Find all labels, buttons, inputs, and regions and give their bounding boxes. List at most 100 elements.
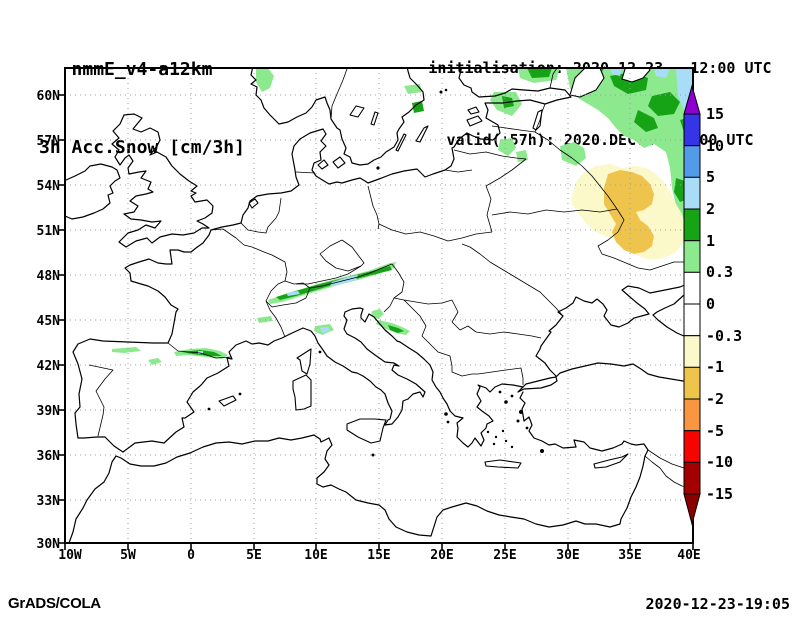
island-dot (238, 392, 242, 396)
colorbar-tick-label: 5 (706, 168, 715, 186)
lat-label: 36N (37, 449, 61, 464)
border-line (485, 185, 493, 233)
border-line (265, 280, 311, 308)
island-dot (439, 90, 443, 94)
island-cyprus (593, 453, 629, 469)
snow-area-baltic-2 (498, 138, 516, 156)
border-line (383, 297, 395, 313)
island-dot (525, 426, 529, 430)
island-crete (484, 459, 522, 469)
lon-label: 5W (120, 548, 136, 563)
island-dot (318, 350, 322, 354)
border-line (491, 125, 536, 133)
island-dot (510, 394, 514, 398)
island-dot (498, 390, 502, 394)
island-corsica (296, 348, 312, 375)
border-line (453, 149, 527, 160)
island-dot (510, 445, 514, 449)
axis-ticks (58, 94, 694, 550)
colorbar-tick-label: 2 (706, 200, 715, 218)
colorbar-arrow-bottom (683, 493, 701, 526)
snow-area-slovenia (371, 309, 384, 319)
lat-label: 30N (37, 537, 61, 552)
border-line (330, 68, 348, 120)
coastline-britain (111, 113, 214, 248)
lake-ladoga (569, 68, 605, 98)
model-title: nmmE_v4-a12km (71, 59, 213, 80)
island-dot (504, 400, 508, 404)
border-line (296, 265, 362, 285)
border-line (367, 185, 380, 230)
colorbar-segment (683, 366, 701, 400)
island-dot (494, 435, 498, 439)
island-dot (501, 429, 505, 433)
island-dot (444, 412, 448, 416)
snow-core-top-band (527, 68, 552, 78)
island-hiiumaa (467, 106, 480, 115)
border-line (491, 208, 618, 216)
snow-area-sweden-1 (404, 84, 422, 94)
lon-label: 40E (677, 548, 700, 563)
snow-core-dinaric (388, 325, 404, 333)
colorbar-tick-label: -15 (706, 485, 733, 503)
border-line (391, 263, 453, 305)
border-line (485, 158, 527, 187)
lon-label: 15E (367, 548, 390, 563)
coastline-atlantic-baltic (72, 68, 572, 453)
lon-label: 25E (493, 548, 516, 563)
lon-label: 10E (304, 548, 327, 563)
snow-area-cantabria (112, 347, 141, 353)
lat-label: 48N (37, 269, 61, 284)
island-gotland (415, 125, 429, 143)
colorbar: 15 10 5 2 1 0.3 0 -0.3 -1 -2 -5 -10 -15 (683, 84, 742, 526)
border-line (475, 331, 542, 339)
colorbar-segment (683, 240, 701, 273)
colorbar-segment (683, 461, 701, 495)
lat-axis-labels: 60N 57N 54N 51N 48N 45N 42N 39N 36N 33N … (37, 89, 61, 552)
border-line (451, 299, 477, 333)
coastline-scandinavia (250, 68, 425, 166)
island-dot (444, 88, 448, 92)
border-line (534, 131, 583, 167)
border-line (549, 68, 558, 89)
lon-label: 35E (618, 548, 641, 563)
graticule (65, 68, 693, 543)
island-dot (519, 410, 523, 414)
border-line (644, 455, 693, 489)
border-line (309, 263, 393, 289)
snow-core-sweden (412, 101, 424, 113)
lat-label: 33N (37, 494, 61, 509)
lat-label: 60N (37, 89, 61, 104)
island-dot (504, 439, 508, 443)
field-title: 3h Acc.Snow [cm/3h] (39, 137, 245, 158)
colorbar-segment (683, 145, 701, 178)
colorbar-tick-label: -2 (706, 390, 724, 408)
colorbar-tick-label: -1 (706, 358, 724, 376)
colorbar-tick-label: 1 (706, 232, 715, 250)
island-sardinia (292, 374, 312, 411)
border-line (403, 299, 431, 345)
island-dot (446, 420, 450, 424)
colorbar-tick-label: 0.3 (706, 263, 733, 281)
coastline-mediterranean (122, 307, 693, 453)
lat-label: 57N (37, 134, 61, 149)
border-line (88, 364, 114, 437)
border-line (295, 171, 316, 174)
snow-area-norway (256, 68, 274, 92)
lake-peipus (532, 109, 543, 131)
colorbar-tick-label: -10 (706, 453, 733, 471)
island-dot (486, 430, 490, 434)
lon-label: 0 (187, 548, 195, 563)
border-line (534, 103, 546, 133)
colorbar-segment (683, 208, 701, 242)
island-dot (376, 166, 380, 170)
coastline-blacksea-north (535, 283, 693, 377)
island-dot (492, 442, 496, 446)
island-dot (516, 419, 520, 423)
lat-label: 54N (37, 179, 61, 194)
colorbar-tick-label: 10 (706, 137, 724, 155)
colorbar-segment (683, 398, 701, 432)
lat-label: 42N (37, 359, 61, 374)
creation-timestamp: 2020-12-23-19:05 (645, 595, 791, 613)
